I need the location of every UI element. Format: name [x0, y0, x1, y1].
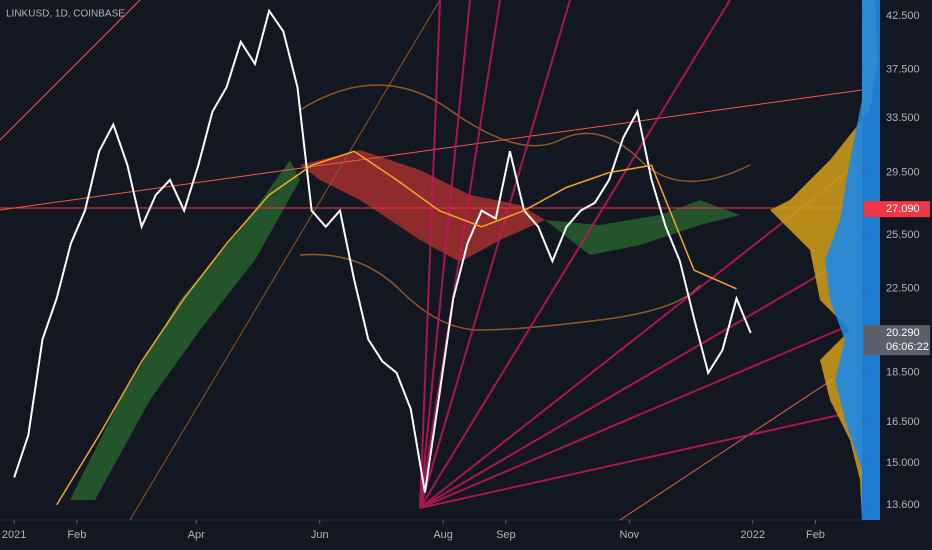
y-tick-label: 22.500 — [886, 283, 920, 295]
price-marker-label: 27.090 — [886, 203, 920, 215]
trend-line — [0, 89, 863, 211]
cloud-red — [300, 150, 545, 262]
price-line — [13, 8, 752, 493]
cloud-green — [545, 200, 740, 255]
volume-profile — [825, 0, 880, 520]
price-line — [56, 150, 737, 506]
y-tick-label: 16.500 — [886, 416, 920, 428]
y-tick-label: 33.500 — [886, 112, 920, 124]
x-tick-label: Nov — [620, 529, 640, 541]
y-tick-label: 18.500 — [886, 367, 920, 379]
y-tick-label: 37.500 — [886, 63, 920, 75]
x-tick-label: Apr — [188, 529, 205, 541]
x-tick-label: 2021 — [2, 529, 26, 541]
x-tick-label: Sep — [496, 529, 516, 541]
band-line — [299, 84, 751, 182]
price-marker-label: 20.290 — [886, 327, 920, 339]
x-tick-label: 2022 — [740, 529, 764, 541]
gann-fan — [419, 0, 863, 509]
x-tick-label: Jun — [311, 529, 329, 541]
price-marker — [864, 325, 930, 356]
y-tick-label: 25.500 — [886, 229, 920, 241]
x-tick-label: Feb — [806, 529, 825, 541]
chart-title: LINKUSD, 1D, COINBASE — [6, 9, 125, 20]
y-tick-label: 15.000 — [886, 457, 920, 469]
y-tick-label: 29.500 — [886, 166, 920, 178]
y-tick-label: 13.600 — [886, 499, 920, 511]
x-tick-label: Feb — [67, 529, 86, 541]
trend-line — [0, 0, 141, 141]
cloud-green — [70, 160, 300, 500]
trend-line — [619, 359, 863, 521]
band-line — [299, 253, 701, 331]
price-marker — [864, 201, 930, 218]
x-tick-label: Aug — [433, 529, 453, 541]
price-marker-sublabel: 06:06:22 — [886, 341, 929, 353]
y-tick-label: 42.500 — [886, 10, 920, 22]
trend-line — [129, 0, 441, 521]
